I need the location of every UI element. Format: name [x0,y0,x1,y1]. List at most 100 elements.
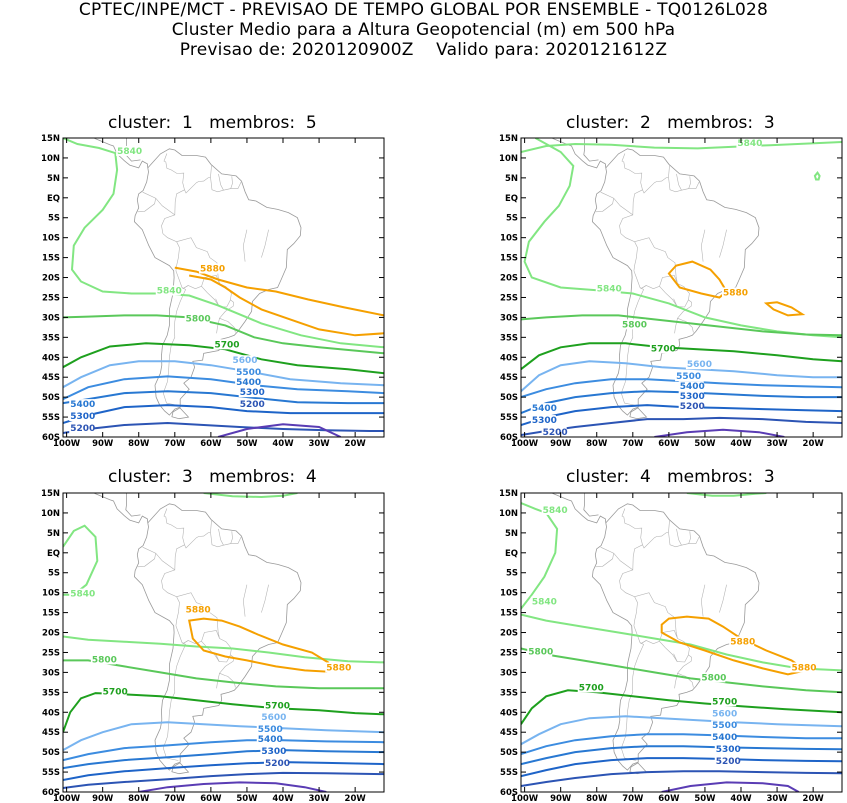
contour-label-bg [116,145,142,156]
lat-tick-label: 40S [500,353,518,363]
contour-5500 [521,733,842,756]
country-border [677,654,694,688]
lon-tick-label: 50W [236,439,258,449]
contour-low [217,423,342,437]
lon-tick-label: 80W [128,794,150,803]
lat-tick-label: 15S [42,609,60,619]
lon-tick-label: 90W [550,439,572,449]
country-border [182,640,189,644]
contour-label: 5880 [723,288,748,298]
contour-label: 5300 [680,392,705,402]
lat-tick-label: 60S [500,433,518,443]
lon-tick-label: 50W [694,439,716,449]
chart-title-line2: Cluster Medio para a Altura Geopotencial… [171,20,676,40]
lon-tick-label: 100W [511,439,539,449]
lat-tick-label: EQ [47,194,60,204]
contour-label: 5880 [200,265,225,275]
lat-tick-label: 45S [500,728,518,738]
country-border [621,153,643,190]
contour-label: 5840 [543,506,568,516]
contour-label-bg [256,724,282,735]
contour-label: 5400 [680,382,705,392]
contour-label: 5600 [233,356,258,366]
contour-label: 5300 [261,747,286,757]
lat-tick-label: 30S [500,668,518,678]
lat-tick-label: 50S [500,393,518,403]
contour-label: 5400 [532,404,557,414]
lat-tick-label: 55S [42,413,60,423]
contour-5600 [63,360,384,389]
contour-label: 5300 [70,412,95,422]
contour-label-bg [69,423,95,434]
map-frame [62,137,385,438]
lon-tick-label: 70W [622,439,644,449]
contour-label-bg [90,654,116,665]
lon-tick-label: 20W [345,794,367,803]
country-border [182,285,189,289]
country-border [242,229,248,262]
contour-label: 5400 [70,400,95,410]
lat-tick-label: 10S [42,234,60,244]
contour-label: 5840 [597,284,622,294]
contour-5300 [63,404,384,424]
contour-5600 [521,360,842,392]
country-border [673,298,678,307]
lat-tick-label: 15N [499,134,518,144]
contour-5500 [63,375,384,401]
contour-label: 5500 [236,368,261,378]
contour-label-bg [700,672,726,683]
coastline-central-america [583,138,599,162]
contour-label-bg [530,596,556,607]
lat-tick-label: 60S [42,433,60,443]
contour-label: 5500 [258,725,283,735]
contour-low [654,428,785,437]
contour-5400 [521,745,842,766]
contour-label: 5840 [117,147,142,157]
contour-label-bg [238,399,264,410]
country-border [216,673,220,689]
country-border [230,181,242,189]
lon-tick-label: 60W [658,794,680,803]
contour-label: 5700 [651,344,676,354]
lat-tick-label: 10N [41,154,60,164]
lat-tick-label: 10S [42,589,60,599]
lat-tick-label: 10S [500,589,518,599]
contour-label-bg [649,343,675,354]
lat-tick-label: 55S [500,413,518,423]
country-border [668,528,682,548]
contour-5400 [521,390,842,415]
lat-tick-label: 35S [500,688,518,698]
lat-tick-label: 40S [42,708,60,718]
lat-tick-label: 5N [47,529,60,539]
lat-tick-label: 30S [500,313,518,323]
country-border [223,176,233,191]
country-border [620,588,638,626]
contour-label: 5840 [737,139,762,149]
lat-tick-label: 50S [42,393,60,403]
coastline-central-america [125,493,141,517]
lat-tick-label: 10N [41,509,60,519]
contour-5700 [63,692,384,733]
contour-label: 5800 [92,655,117,665]
contour-label-bg [678,401,704,412]
contour-label: 5300 [240,388,265,398]
contour-5840 [63,138,384,349]
coastline-south-america [591,503,760,771]
lat-tick-label: 30S [42,313,60,323]
lon-tick-label: 20W [803,439,825,449]
coastline-south-america [133,503,302,771]
contour-label: 5300 [716,745,741,755]
country-border [210,164,212,178]
country-border [700,584,706,617]
country-border [261,584,269,613]
contour-5840 [686,493,767,497]
lon-tick-label: 50W [236,794,258,803]
country-border [640,285,647,289]
country-border [719,229,727,258]
lat-tick-label: 40S [500,708,518,718]
contour-5400 [63,390,384,405]
contour-label-bg [235,377,261,388]
contour-5840 [521,141,842,153]
contour-5840 [521,502,559,610]
